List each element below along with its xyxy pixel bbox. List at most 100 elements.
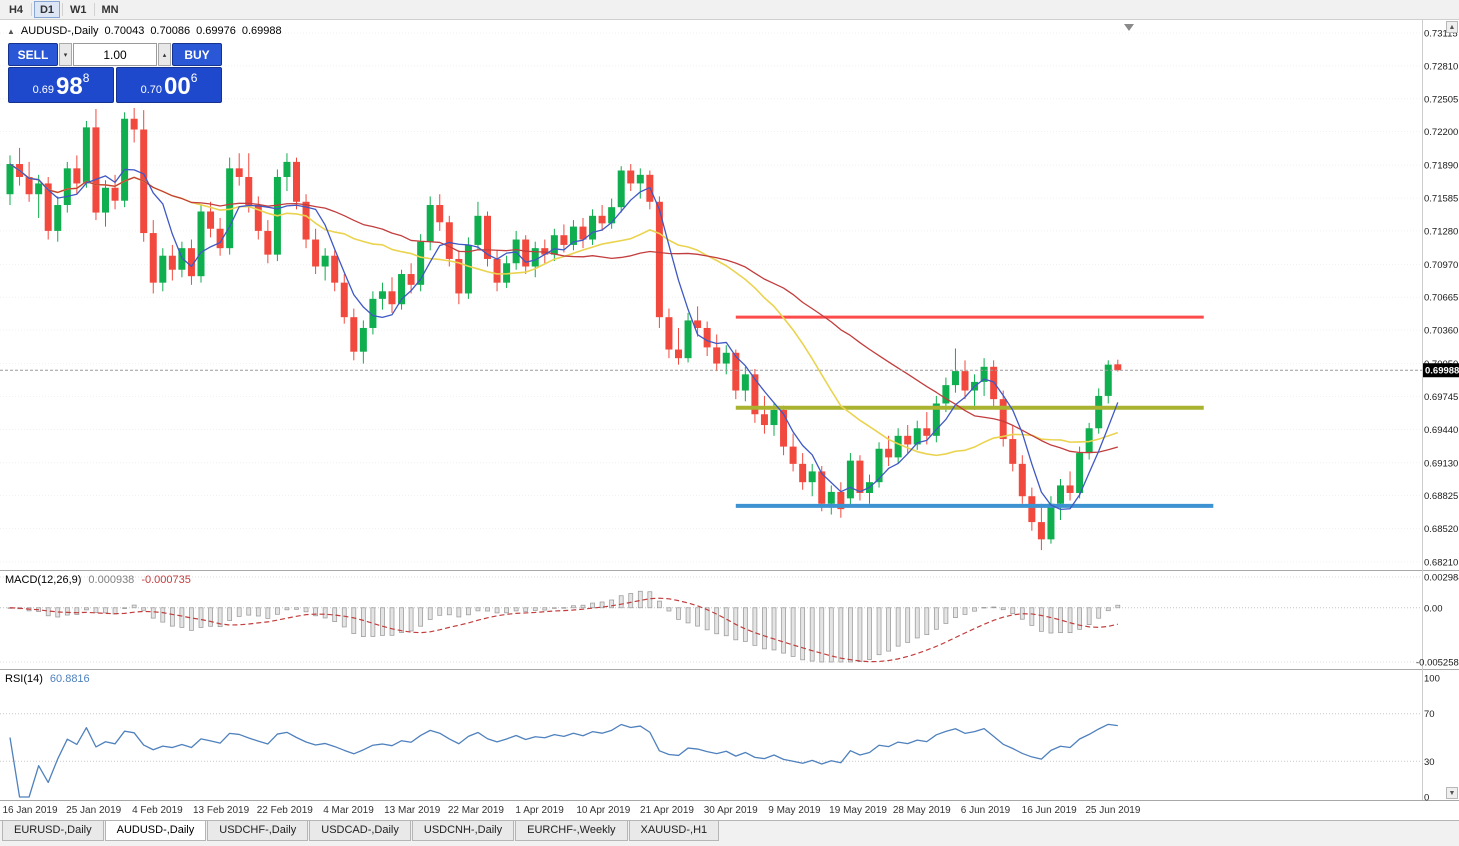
date-axis-label: 6 Jun 2019 bbox=[961, 805, 1011, 816]
chart-tab-xauusd-h1[interactable]: XAUUSD-,H1 bbox=[628, 821, 720, 841]
date-axis-label: 21 Apr 2019 bbox=[640, 805, 694, 816]
chart-symbol-label: AUDUSD-,Daily bbox=[20, 25, 99, 37]
volume-input[interactable] bbox=[73, 43, 157, 66]
macd-axis-label: -0.005258 bbox=[1416, 658, 1459, 669]
chart-title-ohlc: ▲ AUDUSD-,Daily 0.70043 0.70086 0.69976 … bbox=[7, 25, 282, 37]
price-axis-label: 0.68825 bbox=[1424, 491, 1458, 502]
chart-tab-eurusd-daily[interactable]: EURUSD-,Daily bbox=[2, 821, 104, 841]
sell-price-display[interactable]: 0.69 98 8 bbox=[8, 67, 114, 103]
price-axis-label: 0.72810 bbox=[1424, 61, 1458, 72]
macd-value: 0.000938 bbox=[88, 574, 135, 586]
date-axis-label: 4 Mar 2019 bbox=[323, 805, 374, 816]
ohlc-high: 0.70086 bbox=[150, 25, 191, 37]
date-axis-label: 25 Jan 2019 bbox=[66, 805, 121, 816]
date-axis-label: 13 Feb 2019 bbox=[193, 805, 250, 816]
macd-axis-label: 0.00 bbox=[1424, 603, 1443, 614]
rsi-axis-label: 100 bbox=[1424, 674, 1440, 685]
price-axis-label: 0.68520 bbox=[1424, 524, 1458, 535]
date-axis-label: 28 May 2019 bbox=[893, 805, 951, 816]
date-axis-label: 16 Jun 2019 bbox=[1022, 805, 1077, 816]
buy-price-display[interactable]: 0.70 00 6 bbox=[116, 67, 222, 103]
trade-panel-controls: SELL ▾ ▴ BUY bbox=[8, 43, 222, 66]
timeframe-mn-button[interactable]: MN bbox=[97, 1, 124, 18]
rsi-pane: 100 70 30 0 bbox=[0, 674, 1440, 804]
volume-decrease-icon[interactable]: ▾ bbox=[59, 43, 72, 66]
rsi-axis-label: 30 bbox=[1424, 757, 1435, 768]
ask-pipette: 6 bbox=[190, 71, 198, 85]
macd-indicator-label: MACD(12,26,9) 0.000938 -0.000735 bbox=[5, 574, 191, 586]
date-axis-label: 30 Apr 2019 bbox=[704, 805, 758, 816]
toolbar-separator bbox=[93, 3, 95, 16]
ohlc-low: 0.69976 bbox=[196, 25, 236, 37]
horizontal-line-objects[interactable] bbox=[735, 315, 1214, 508]
timeframe-h4-button[interactable]: H4 bbox=[3, 1, 29, 18]
date-axis-label: 9 May 2019 bbox=[768, 805, 821, 816]
chart-tab-usdcnh-daily[interactable]: USDCNH-,Daily bbox=[411, 821, 515, 841]
chart-shift-marker-icon bbox=[1124, 24, 1134, 31]
macd-pane: 0.002984 0.00 -0.005258 bbox=[0, 573, 1459, 669]
chart-tab-usdchf-daily[interactable]: USDCHF-,Daily bbox=[207, 821, 309, 841]
date-axis-label: 4 Feb 2019 bbox=[132, 805, 183, 816]
bid-big-digits: 98 bbox=[56, 73, 83, 100]
date-axis-label: 13 Mar 2019 bbox=[384, 805, 441, 816]
scroll-up-icon[interactable]: ▲ bbox=[1446, 21, 1458, 33]
price-axis: 0.73115 0.72810 0.72505 0.72200 0.71890 0.715… bbox=[1423, 29, 1459, 569]
price-axis-label: 0.72200 bbox=[1424, 127, 1458, 138]
price-axis-label: 0.71585 bbox=[1424, 194, 1458, 205]
price-axis-label: 0.71890 bbox=[1424, 161, 1458, 172]
rsi-axis-label: 0 bbox=[1424, 793, 1429, 804]
price-axis-label: 0.72505 bbox=[1424, 94, 1458, 105]
price-axis-label: 0.73115 bbox=[1424, 29, 1458, 40]
date-axis: 16 Jan 2019 25 Jan 2019 4 Feb 2019 13 Feb 2… bbox=[2, 805, 1140, 816]
timeframe-d1-button[interactable]: D1 bbox=[34, 1, 60, 18]
date-axis-label: 25 Jun 2019 bbox=[1085, 805, 1140, 816]
date-axis-label: 10 Apr 2019 bbox=[576, 805, 630, 816]
macd-name: MACD(12,26,9) bbox=[5, 574, 82, 586]
chart-tabs-bar: EURUSD-,Daily AUDUSD-,Daily USDCHF-,Daily U… bbox=[0, 820, 1459, 846]
current-price-badge-text: 0.69988 bbox=[1425, 366, 1459, 377]
date-axis-label: 19 May 2019 bbox=[829, 805, 887, 816]
price-axis-label: 0.70970 bbox=[1424, 260, 1458, 271]
current-price-badge bbox=[1423, 363, 1459, 378]
bid-prefix: 0.69 bbox=[32, 84, 55, 96]
chart-tab-eurchf-weekly[interactable]: EURCHF-,Weekly bbox=[515, 821, 628, 841]
price-axis-label: 0.69130 bbox=[1424, 458, 1458, 469]
date-axis-label: 22 Mar 2019 bbox=[448, 805, 505, 816]
price-axis-label: 0.68210 bbox=[1424, 558, 1458, 569]
rsi-axis-label: 70 bbox=[1424, 709, 1435, 720]
price-axis-label: 0.70665 bbox=[1424, 293, 1458, 304]
chart-tab-usdcad-daily[interactable]: USDCAD-,Daily bbox=[309, 821, 411, 841]
price-axis-label: 0.69745 bbox=[1424, 392, 1458, 403]
date-axis-label: 1 Apr 2019 bbox=[515, 805, 564, 816]
scroll-down-icon[interactable]: ▼ bbox=[1446, 787, 1458, 799]
date-axis-label: 22 Feb 2019 bbox=[257, 805, 314, 816]
ask-prefix: 0.70 bbox=[140, 84, 163, 96]
rsi-name: RSI(14) bbox=[5, 673, 43, 685]
macd-signal-value: -0.000735 bbox=[141, 574, 191, 586]
price-axis-label: 0.69440 bbox=[1424, 425, 1458, 436]
toolbar-separator bbox=[62, 3, 63, 16]
sell-button[interactable]: SELL bbox=[8, 43, 58, 66]
rsi-indicator-label: RSI(14) 60.8816 bbox=[5, 673, 90, 685]
price-axis-label: 0.70360 bbox=[1424, 326, 1458, 337]
ask-big-digits: 00 bbox=[164, 73, 191, 100]
ohlc-close: 0.69988 bbox=[241, 25, 282, 37]
date-axis-label: 16 Jan 2019 bbox=[2, 805, 57, 816]
macd-axis-label: 0.002984 bbox=[1424, 573, 1459, 584]
chart-tab-audusd-daily[interactable]: AUDUSD-,Daily bbox=[104, 821, 207, 841]
buy-button[interactable]: BUY bbox=[172, 43, 222, 66]
timeframe-w1-button[interactable]: W1 bbox=[65, 1, 92, 18]
collapse-trade-panel-icon[interactable]: ▲ bbox=[7, 26, 15, 36]
candlestick-series bbox=[6, 107, 1122, 551]
trade-panel-prices: 0.69 98 8 0.70 00 6 bbox=[8, 67, 222, 103]
moving-average-lines bbox=[9, 163, 1119, 511]
ohlc-open: 0.70043 bbox=[104, 25, 145, 37]
rsi-value: 60.8816 bbox=[49, 673, 90, 685]
price-axis-label: 0.71280 bbox=[1424, 226, 1458, 237]
timeframe-toolbar: H4 D1 W1 MN bbox=[0, 0, 1459, 20]
main-grid bbox=[0, 32, 1422, 563]
volume-increase-icon[interactable]: ▴ bbox=[158, 43, 171, 66]
